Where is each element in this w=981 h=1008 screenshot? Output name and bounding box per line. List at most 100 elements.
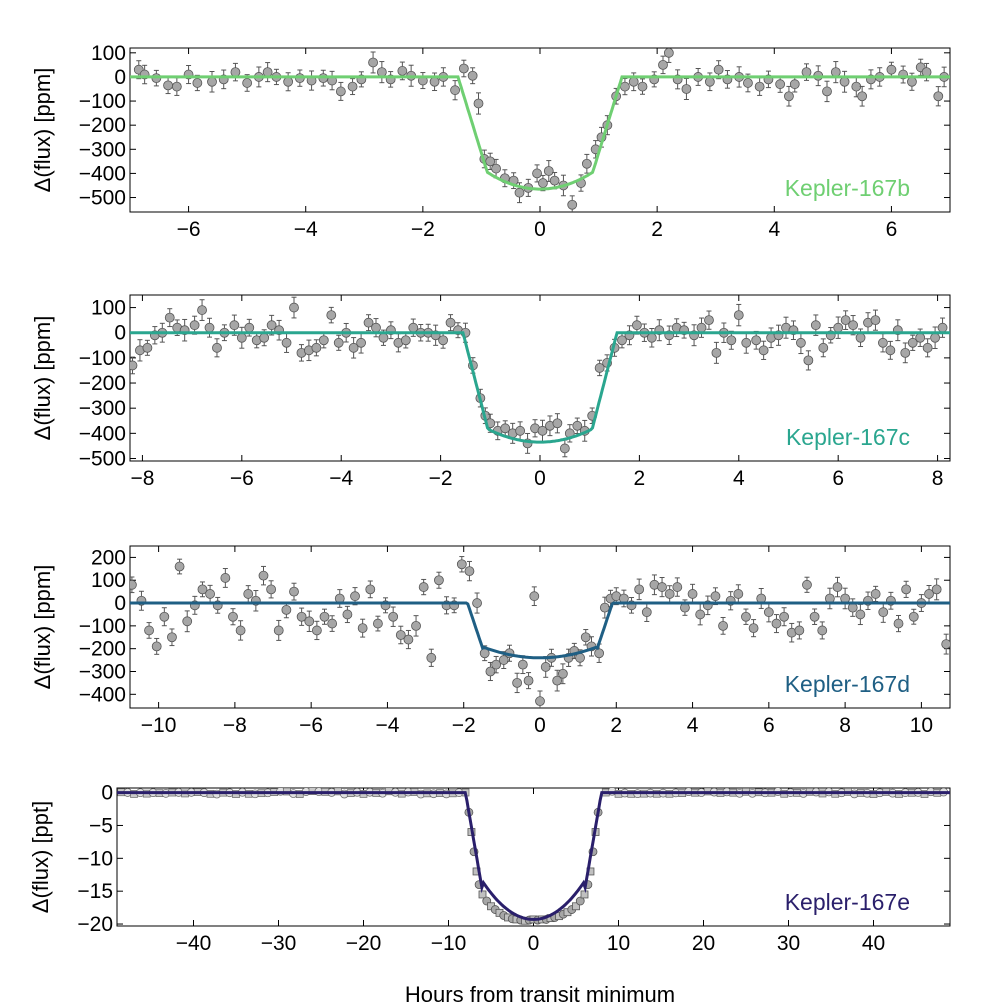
data-point xyxy=(467,70,478,81)
data-point xyxy=(748,623,759,634)
y-axis-label: Δ(flux) [ppm] xyxy=(30,565,55,690)
x-tick-label: −8 xyxy=(130,467,154,490)
data-point xyxy=(189,320,200,331)
planet-label: Kepler-167d xyxy=(785,671,910,697)
data-point xyxy=(318,335,329,346)
data-point xyxy=(242,78,253,88)
data-point xyxy=(473,98,484,109)
x-tick-label: 6 xyxy=(763,714,775,737)
data-point xyxy=(672,582,683,592)
data-point xyxy=(779,611,789,622)
data-point xyxy=(832,582,843,592)
data-point xyxy=(937,322,948,333)
data-point xyxy=(658,59,668,70)
data-point xyxy=(236,332,247,343)
x-tick-label: −2 xyxy=(452,714,476,737)
data-point xyxy=(664,589,675,599)
data-point xyxy=(192,78,203,88)
data-point xyxy=(296,611,307,622)
data-point xyxy=(244,322,255,333)
x-tick-label: 10 xyxy=(607,932,630,955)
x-tick-label: −4 xyxy=(294,218,318,241)
data-point xyxy=(523,675,534,686)
data-point xyxy=(311,625,322,636)
data-point xyxy=(378,332,389,343)
data-point xyxy=(304,616,315,627)
data-point xyxy=(472,598,482,608)
planet-label: Kepler-167e xyxy=(785,889,910,915)
model-curve xyxy=(130,331,950,444)
data-point xyxy=(262,67,273,78)
data-point xyxy=(163,80,173,91)
data-point xyxy=(535,696,545,707)
data-point xyxy=(870,315,881,326)
x-tick-label: −4 xyxy=(329,467,353,490)
x-tick-label: 40 xyxy=(862,932,885,955)
x-tick-label: 0 xyxy=(534,714,546,737)
data-point xyxy=(751,335,762,346)
data-point xyxy=(726,335,737,346)
data-point xyxy=(357,623,368,634)
data-point xyxy=(371,322,381,333)
data-point xyxy=(921,67,932,78)
data-point xyxy=(907,337,918,348)
data-point xyxy=(538,178,548,188)
y-tick-label: −400 xyxy=(79,683,126,706)
data-point xyxy=(933,91,944,102)
data-point xyxy=(704,315,714,326)
data-point xyxy=(559,443,570,454)
data-point xyxy=(356,337,366,348)
data-point xyxy=(485,666,496,677)
x-tick-label: −6 xyxy=(230,467,254,490)
data-point xyxy=(695,609,706,620)
data-point xyxy=(368,57,378,68)
y-tick-label: −300 xyxy=(79,660,126,683)
data-point xyxy=(429,76,440,87)
data-point xyxy=(347,81,358,92)
data-point xyxy=(901,584,912,595)
data-point xyxy=(167,632,177,643)
y-tick-label: 100 xyxy=(91,42,126,65)
data-point xyxy=(839,76,850,87)
plot-area xyxy=(130,48,950,212)
data-point xyxy=(397,66,408,76)
y-axis-label: Δ(flux) [ppm] xyxy=(30,68,55,193)
data-point xyxy=(771,618,782,629)
data-point xyxy=(822,86,832,97)
data-point xyxy=(342,609,353,620)
data-point xyxy=(620,81,630,92)
x-tick-label: −10 xyxy=(431,932,467,955)
chart-panel-4: −40 −30 −20 −10 0 10 20 30 40 0 −5 −10 −15 −20 Δ(flux)… xyxy=(28,782,951,955)
data-point xyxy=(886,64,897,75)
data-point xyxy=(775,79,786,90)
data-point xyxy=(333,337,344,348)
data-point xyxy=(498,655,509,665)
data-point xyxy=(741,337,752,348)
x-tick-label: 4 xyxy=(687,714,699,737)
data-point xyxy=(540,662,551,672)
data-point xyxy=(552,418,563,429)
y-tick-label: −15 xyxy=(77,880,113,903)
data-point xyxy=(450,85,460,96)
data-point xyxy=(537,425,548,436)
data-point xyxy=(228,611,238,622)
data-point xyxy=(400,335,411,346)
data-point xyxy=(802,579,812,590)
data-point xyxy=(171,81,182,92)
chart-panel-3: −10 −8 −6 −4 −2 0 2 4 6 8 102001000−100−200−300−40… xyxy=(30,545,951,737)
data-point xyxy=(144,625,154,636)
data-point xyxy=(696,322,707,333)
data-point xyxy=(485,156,496,167)
data-point xyxy=(646,332,657,343)
data-point xyxy=(617,335,627,346)
data-point xyxy=(259,332,270,343)
data-point xyxy=(641,607,652,618)
x-tick-label: 6 xyxy=(832,467,844,490)
data-point xyxy=(710,591,721,602)
x-tick-label: 6 xyxy=(886,218,898,241)
chart-panel-2: −8 −6 −4 −2 0 2 4 6 81000−100−200−300−400−500Δ(f… xyxy=(30,294,951,490)
data-point xyxy=(855,609,866,620)
y-tick-label: −100 xyxy=(79,90,126,113)
data-point xyxy=(549,175,560,186)
x-tick-label: 0 xyxy=(534,218,546,241)
